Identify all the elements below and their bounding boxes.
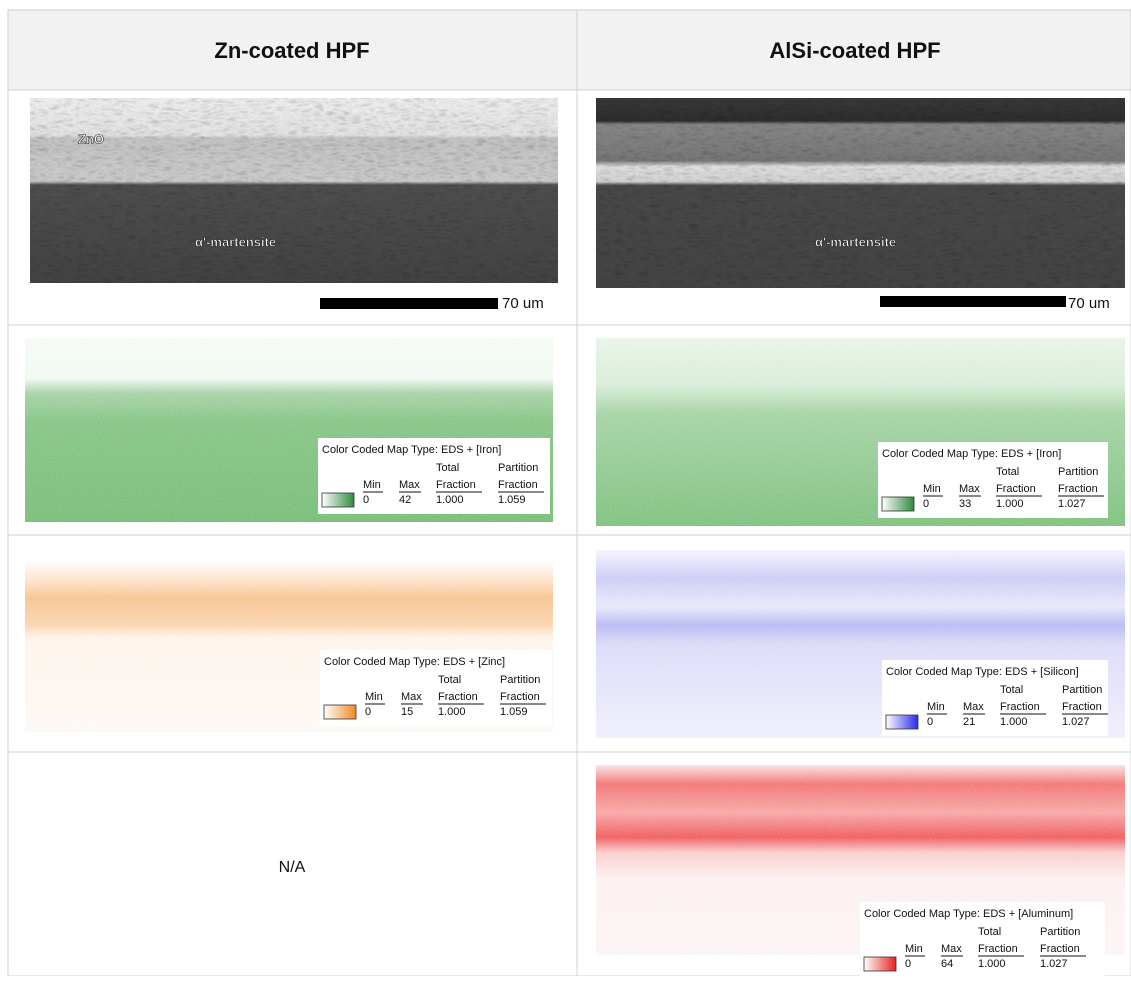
legend-value: 1.000 bbox=[1000, 716, 1028, 728]
legend-value: 0 bbox=[365, 706, 371, 718]
header-row bbox=[7, 9, 1131, 91]
legend-value: 42 bbox=[399, 494, 411, 506]
legend-col-head: Max bbox=[401, 691, 422, 703]
micrograph-texture bbox=[596, 98, 1125, 288]
legend-col-head: Max bbox=[941, 943, 962, 955]
legend-value: 0 bbox=[905, 958, 911, 970]
legend-value: 1.000 bbox=[438, 706, 466, 718]
micrograph-label: α'-martensite bbox=[815, 234, 896, 249]
legend-col-head: Total bbox=[978, 926, 1001, 938]
na-label: N/A bbox=[279, 859, 306, 876]
legend-col-head: Partition bbox=[1058, 466, 1098, 478]
map-legend bbox=[882, 660, 1108, 736]
micrograph-label: α'-martensite bbox=[195, 234, 276, 249]
legend-swatch bbox=[885, 714, 919, 730]
legend-col-head: Total bbox=[436, 462, 459, 474]
legend-value: 1.059 bbox=[498, 494, 526, 506]
micrograph-texture bbox=[30, 98, 558, 283]
legend-value: 1.027 bbox=[1058, 498, 1086, 510]
scale-bar bbox=[320, 298, 498, 309]
legend-title: Color Coded Map Type: EDS + [Iron] bbox=[882, 448, 1061, 460]
legend-col-head: Max bbox=[399, 479, 420, 491]
legend-swatch bbox=[881, 496, 915, 512]
legend-col-head: Max bbox=[963, 701, 984, 713]
column-header: AlSi-coated HPF bbox=[769, 38, 940, 63]
legend-col-head: Min bbox=[927, 701, 945, 713]
legend-value: 1.027 bbox=[1062, 716, 1090, 728]
legend-title: Color Coded Map Type: EDS + [Iron] bbox=[322, 444, 501, 456]
legend-col-head: Total bbox=[1000, 684, 1023, 696]
legend-col-head: Fraction bbox=[996, 483, 1036, 495]
map-legend bbox=[878, 442, 1108, 518]
micrograph-label: ZnO bbox=[78, 131, 104, 146]
legend-title: Color Coded Map Type: EDS + [Zinc] bbox=[324, 656, 505, 668]
legend-swatch bbox=[321, 492, 355, 508]
legend-swatch bbox=[863, 956, 897, 972]
legend-col-head: Fraction bbox=[1062, 701, 1102, 713]
legend-value: 0 bbox=[923, 498, 929, 510]
legend-col-head: Min bbox=[363, 479, 381, 491]
legend-value: 0 bbox=[927, 716, 933, 728]
legend-col-head: Min bbox=[365, 691, 383, 703]
legend-value: 1.027 bbox=[1040, 958, 1068, 970]
content: ZnO α'-martensite 70 um α'-martensite 70 um C… bbox=[25, 98, 1125, 978]
legend-col-head: Total bbox=[438, 674, 461, 686]
legend-title: Color Coded Map Type: EDS + [Aluminum] bbox=[864, 908, 1073, 920]
map-legend bbox=[320, 650, 552, 726]
legend-col-head: Fraction bbox=[500, 691, 540, 703]
scale-bar bbox=[880, 296, 1066, 307]
legend-col-head: Fraction bbox=[1000, 701, 1040, 713]
legend-value: 1.000 bbox=[978, 958, 1006, 970]
legend-value: 1.000 bbox=[436, 494, 464, 506]
legend-col-head: Min bbox=[923, 483, 941, 495]
column-header: Zn-coated HPF bbox=[214, 38, 369, 63]
legend-col-head: Max bbox=[959, 483, 980, 495]
scale-bar-label: 70 um bbox=[502, 295, 544, 312]
legend-title: Color Coded Map Type: EDS + [Silicon] bbox=[886, 666, 1079, 678]
legend-col-head: Partition bbox=[1062, 684, 1102, 696]
legend-value: 0 bbox=[363, 494, 369, 506]
legend-value: 1.059 bbox=[500, 706, 528, 718]
legend-col-head: Min bbox=[905, 943, 923, 955]
legend-col-head: Fraction bbox=[498, 479, 538, 491]
legend-col-head: Total bbox=[996, 466, 1019, 478]
legend-value: 33 bbox=[959, 498, 971, 510]
legend-col-head: Partition bbox=[1040, 926, 1080, 938]
legend-value: 1.000 bbox=[996, 498, 1024, 510]
map-legend bbox=[860, 902, 1105, 978]
legend-col-head: Partition bbox=[498, 462, 538, 474]
legend-col-head: Fraction bbox=[1040, 943, 1080, 955]
legend-value: 64 bbox=[941, 958, 953, 970]
legend-col-head: Fraction bbox=[978, 943, 1018, 955]
legend-col-head: Partition bbox=[500, 674, 540, 686]
map-legend bbox=[318, 438, 550, 514]
legend-value: 21 bbox=[963, 716, 975, 728]
legend-col-head: Fraction bbox=[438, 691, 478, 703]
legend-col-head: Fraction bbox=[1058, 483, 1098, 495]
legend-swatch bbox=[323, 704, 357, 720]
legend-col-head: Fraction bbox=[436, 479, 476, 491]
legend-value: 15 bbox=[401, 706, 413, 718]
scale-bar-label: 70 um bbox=[1068, 295, 1110, 312]
